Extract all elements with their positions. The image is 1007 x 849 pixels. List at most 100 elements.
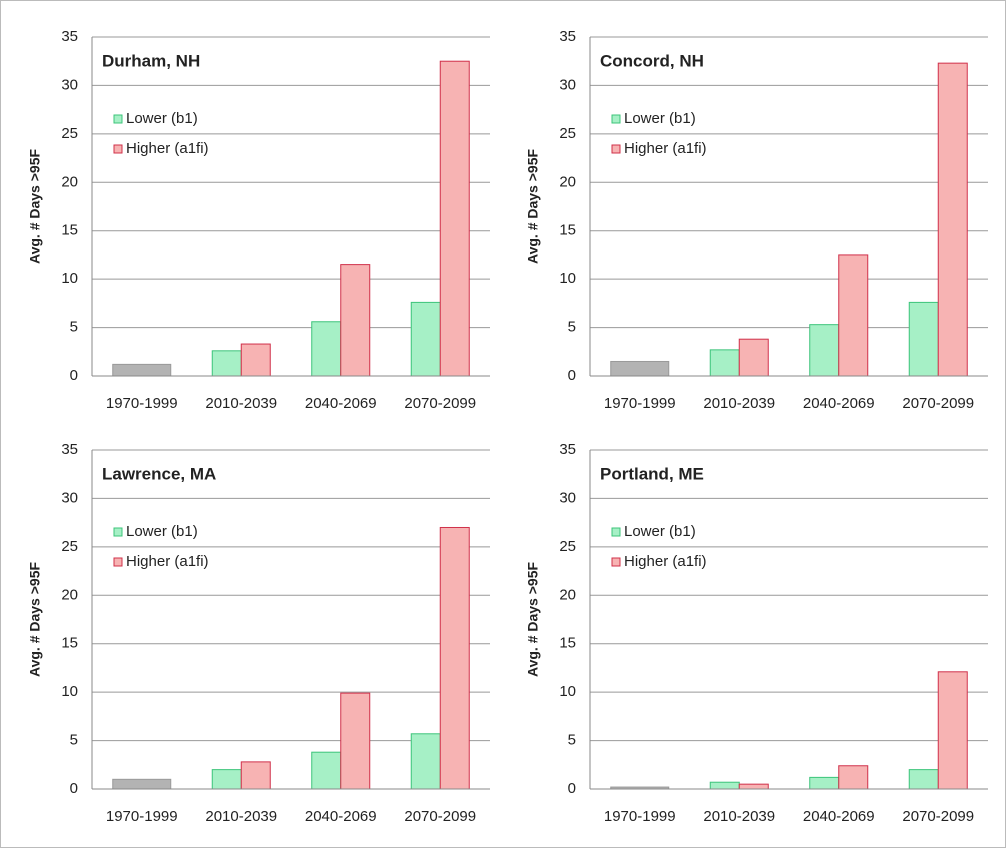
y-tick-label: 30 [559,489,576,506]
y-tick-label: 0 [70,780,78,797]
bar [809,776,840,790]
x-tick-label: 2040-2069 [305,395,377,412]
bar [410,733,441,790]
y-tick-label: 20 [61,173,78,190]
x-tick-label: 2040-2069 [803,395,875,412]
y-tick-label: 15 [559,222,576,239]
y-tick-label: 30 [61,489,78,506]
y-tick-label: 35 [61,441,78,458]
bar [211,350,242,377]
legend-swatch [113,114,123,124]
x-tick-label: 2070-2099 [902,808,974,825]
y-tick-label: 5 [70,732,78,749]
y-tick-label: 35 [559,441,576,458]
y-axis-label: Avg. # Days >95F [27,562,43,677]
bar [738,338,769,377]
y-tick-label: 15 [61,635,78,652]
bar [838,254,869,377]
y-tick-label: 10 [559,270,576,287]
x-tick-label: 2010-2039 [703,395,775,412]
bar [439,526,470,790]
bar [809,324,840,377]
legend-swatch [113,527,123,537]
bar [937,671,968,790]
y-tick-label: 25 [559,538,576,555]
chart-title: Durham, NH [102,51,200,70]
y-tick-label: 20 [559,173,576,190]
bar [908,769,939,790]
y-tick-label: 25 [61,125,78,142]
y-tick-label: 5 [568,319,576,336]
y-tick-label: 0 [70,367,78,384]
legend-label: Lower (b1) [126,523,198,540]
y-tick-label: 5 [568,732,576,749]
y-tick-label: 10 [61,683,78,700]
x-tick-label: 2070-2099 [404,395,476,412]
legend-label: Higher (a1fi) [624,553,707,570]
y-tick-label: 30 [559,76,576,93]
bar [240,343,271,377]
y-tick-label: 35 [559,28,576,45]
bar [709,781,740,790]
bar [838,765,869,790]
y-tick-label: 20 [61,586,78,603]
x-tick-label: 1970-1999 [604,395,676,412]
legend-label: Lower (b1) [624,110,696,127]
y-tick-label: 35 [61,28,78,45]
x-tick-label: 2070-2099 [404,808,476,825]
baseline-bar [112,778,172,790]
y-axis-label: Avg. # Days >95F [27,149,43,264]
bar [738,783,769,790]
bar [211,769,242,790]
bar [340,264,371,377]
y-tick-label: 0 [568,780,576,797]
y-tick-label: 20 [559,586,576,603]
x-tick-label: 1970-1999 [604,808,676,825]
chart-title: Lawrence, MA [102,464,216,483]
x-tick-label: 1970-1999 [106,395,178,412]
bar [908,301,939,377]
x-tick-label: 2040-2069 [305,808,377,825]
y-tick-label: 10 [61,270,78,287]
y-tick-label: 5 [70,319,78,336]
bar [709,349,740,377]
legend-label: Lower (b1) [624,523,696,540]
bar [439,60,470,377]
x-tick-label: 2010-2039 [205,808,277,825]
y-axis-label: Avg. # Days >95F [525,149,541,264]
bar [311,751,342,790]
y-tick-label: 25 [559,125,576,142]
legend-label: Higher (a1fi) [126,553,209,570]
baseline-bar [610,360,670,377]
legend-swatch [611,527,621,537]
y-axis-label: Avg. # Days >95F [525,562,541,677]
legend-swatch [611,557,621,567]
x-tick-label: 1970-1999 [106,808,178,825]
bar [340,692,371,790]
legend-label: Higher (a1fi) [624,140,707,157]
y-tick-label: 15 [559,635,576,652]
bar [410,301,441,377]
y-tick-label: 15 [61,222,78,239]
legend-label: Lower (b1) [126,110,198,127]
y-tick-label: 0 [568,367,576,384]
legend-swatch [113,557,123,567]
baseline-bar [112,363,172,377]
legend-label: Higher (a1fi) [126,140,209,157]
x-tick-label: 2040-2069 [803,808,875,825]
bar [240,761,271,790]
chart-title: Portland, ME [600,464,704,483]
legend-swatch [611,144,621,154]
bar [937,62,968,377]
legend-swatch [113,144,123,154]
y-tick-label: 10 [559,683,576,700]
y-tick-label: 30 [61,76,78,93]
x-tick-label: 2070-2099 [902,395,974,412]
x-tick-label: 2010-2039 [703,808,775,825]
y-tick-label: 25 [61,538,78,555]
chart-title: Concord, NH [600,51,704,70]
legend-swatch [611,114,621,124]
bar [311,321,342,377]
